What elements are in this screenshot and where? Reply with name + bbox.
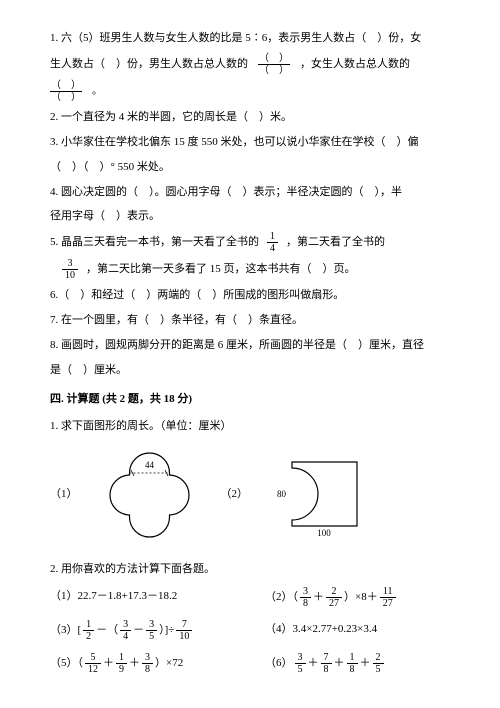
question-6: 6.（ ）和经过（ ）两端的（ ）所围成的图形叫做扇形。 xyxy=(50,285,450,306)
q1-line1: 1. 六（5）班男生人数与女生人数的比是 5∶6，表示男生人数占（ ）份，女 xyxy=(50,32,421,44)
figure-2-rect-semicircle: 80 100 xyxy=(272,450,362,540)
calc-grid: （1）22.7－1.8+17.3－18.2 （2）（38＋227）×8＋1127… xyxy=(50,586,450,675)
question-8b: 是（ ）厘米。 xyxy=(50,360,450,381)
calc-4: （4）3.4×2.77+0.23×3.4 xyxy=(265,619,450,642)
dim-100: 100 xyxy=(317,528,331,538)
fraction-1-4: 14 xyxy=(267,231,278,254)
problem-1: 1. 求下面图形的周长。（单位：厘米） xyxy=(50,416,450,437)
section-4-heading: 四. 计算题 (共 2 题，共 18 分) xyxy=(50,389,450,410)
q5-text-c: ，第二天比第一天多看了 15 页，这本书共有（ ）页。 xyxy=(86,259,356,280)
q1-line2b: ，女生人数占总人数的 xyxy=(300,54,410,75)
dim-80: 80 xyxy=(277,489,287,499)
question-7: 7. 在一个圆里，有（ ）条半径，有（ ）条直径。 xyxy=(50,310,450,331)
question-1: 1. 六（5）班男生人数与女生人数的比是 5∶6，表示男生人数占（ ）份，女 xyxy=(50,28,450,49)
question-5a: 5. 晶晶三天看完一本书，第一天看了全书的 14 ，第二天看了全书的 xyxy=(50,231,450,254)
figure-2-label: （2） xyxy=(221,484,249,505)
question-2: 2. 一个直径为 4 米的半圆，它的周长是（ ）米。 xyxy=(50,107,450,128)
blank-fraction-2: （ ）（ ） xyxy=(50,80,82,103)
dim-44: 44 xyxy=(145,460,155,470)
blank-fraction-1: （ ）（ ） xyxy=(258,53,290,76)
calc-3: （3）[12－（34－35）]÷710 xyxy=(50,619,235,642)
q1-period: 。 xyxy=(92,82,102,101)
question-1b: 生人数占（ ）份，男生人数占总人数的 （ ）（ ） ，女生人数占总人数的 xyxy=(50,53,450,76)
figure-row: （1） 44 （2） 80 100 xyxy=(50,445,450,545)
question-3b: （ ）（ ）° 550 米处。 xyxy=(50,157,450,178)
q1-line2a: 生人数占（ ）份，男生人数占总人数的 xyxy=(50,54,248,75)
calc-2: （2）（38＋227）×8＋1127 xyxy=(265,586,450,609)
q5-text-a: 5. 晶晶三天看完一本书，第一天看了全书的 xyxy=(50,232,259,253)
question-5b: 310 ，第二天比第一天多看了 15 页，这本书共有（ ）页。 xyxy=(50,258,450,281)
calc-1: （1）22.7－1.8+17.3－18.2 xyxy=(50,586,235,609)
problem-2: 2. 用你喜欢的方法计算下面各题。 xyxy=(50,559,450,580)
question-3a: 3. 小华家住在学校北偏东 15 度 550 米处，也可以说小华家住在学校（ ）… xyxy=(50,132,450,153)
calc-5: （5）（512＋19＋38）×72 xyxy=(50,652,235,675)
fraction-3-10: 310 xyxy=(62,258,78,281)
figure-1-label: （1） xyxy=(50,484,78,505)
q5-text-b: ，第二天看了全书的 xyxy=(286,232,385,253)
calc-6: （6）35＋78＋18＋25 xyxy=(265,652,450,675)
figure-1-quatrefoil: 44 xyxy=(102,445,197,545)
question-4a: 4. 圆心决定圆的（ ）。圆心用字母（ ）表示；半径决定圆的（ ），半 xyxy=(50,182,450,203)
question-8a: 8. 画圆时，圆规两脚分开的距离是 6 厘米，所画圆的半径是（ ）厘米，直径 xyxy=(50,335,450,356)
question-1c: （ ）（ ） 。 xyxy=(50,80,450,103)
question-4b: 径用字母（ ）表示。 xyxy=(50,206,450,227)
